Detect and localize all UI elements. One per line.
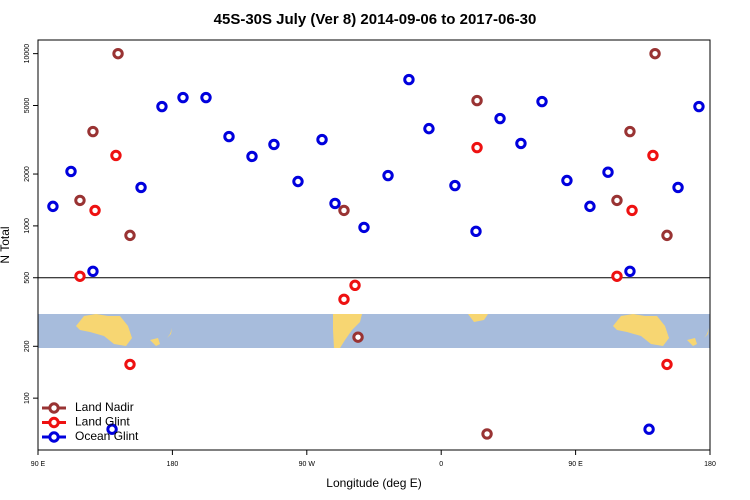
x-tick-label: 90 W [299,461,316,468]
legend-label: Land Nadir [75,400,134,414]
legend-marker [48,416,60,429]
x-tick-label: 180 [704,461,716,468]
point [470,225,482,238]
point [449,179,461,192]
point [87,265,99,277]
point [349,279,361,291]
point [358,221,370,234]
point [403,73,415,86]
legend-marker [48,402,60,414]
point [112,47,124,60]
point [47,200,59,213]
point [611,194,623,207]
y-tick-label: 100 [24,392,31,404]
point [672,181,684,194]
point [471,141,483,154]
point [65,165,77,178]
map-strip [38,314,710,348]
point [661,358,673,371]
point [693,100,705,113]
point [481,428,493,440]
y-tick-label: 200 [24,340,31,352]
x-tick-label: 180 [167,461,179,468]
point [329,197,341,210]
point [515,137,527,150]
point [223,130,235,143]
plot-frame [37,39,711,451]
point [626,204,638,217]
point [177,91,189,104]
point [316,133,328,146]
point [584,200,596,213]
point [246,150,258,163]
point [643,423,655,435]
legend-label: Ocean Glint [75,429,139,443]
point [536,95,548,108]
point [624,265,636,277]
point [135,181,147,194]
x-tick-label: 90 E [568,461,583,468]
x-tick-label: 90 E [31,461,46,468]
y-tick-label: 2000 [24,166,31,182]
y-tick-label: 1000 [24,218,31,234]
point [106,423,118,435]
point [89,204,101,217]
point [74,270,86,282]
point [382,169,394,182]
point [268,138,280,151]
point [624,125,636,138]
point [647,149,659,162]
point [494,112,506,125]
point [602,166,614,178]
x-tick-label: 0 [439,461,443,468]
point [423,122,435,135]
point [124,358,136,371]
point [649,47,661,60]
y-axis-label: N Total [0,226,12,263]
point [338,293,350,305]
x-axis-label: Longitude (deg E) [326,476,421,490]
point [561,174,573,187]
point [87,125,99,138]
legend-marker [48,431,60,443]
point [292,175,304,188]
point [200,91,212,104]
y-tick-label: 10000 [24,44,31,64]
chart-title: 45S-30S July (Ver 8) 2014-09-06 to 2017-… [214,11,537,28]
point [471,94,483,107]
point [661,229,673,242]
point [352,331,364,343]
point [338,204,350,217]
point [124,229,136,242]
point [611,270,623,282]
point [74,194,86,207]
y-tick-label: 500 [24,272,31,284]
y-tick-label: 5000 [24,98,31,114]
point [110,149,122,162]
point [156,100,168,113]
legend-label: Land Glint [75,415,130,429]
